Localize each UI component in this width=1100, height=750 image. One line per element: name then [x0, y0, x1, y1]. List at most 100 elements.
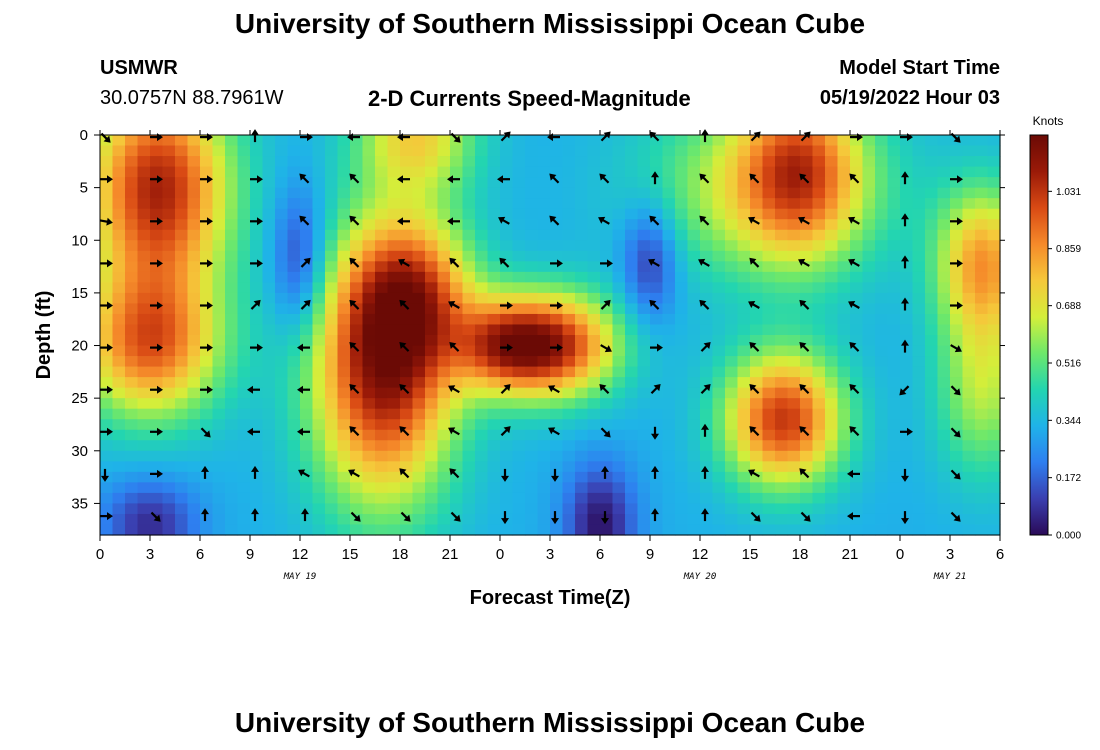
heatmap-cell: [237, 261, 251, 273]
heatmap-cell: [425, 271, 439, 283]
heatmap-cell: [787, 208, 801, 220]
heatmap-cell: [387, 419, 401, 431]
heatmap-cell: [237, 482, 251, 494]
heatmap-cell: [350, 166, 364, 178]
current-vector: [447, 175, 460, 184]
current-vector: [397, 217, 410, 226]
heatmap-cell: [687, 250, 701, 262]
heatmap-cell: [250, 156, 264, 168]
heatmap-cell: [962, 187, 976, 199]
heatmap-cell: [475, 292, 489, 305]
heatmap-cell: [350, 429, 364, 441]
current-vector: [500, 343, 513, 352]
heatmap-cell: [725, 135, 739, 147]
heatmap-cell: [212, 492, 226, 505]
heatmap-cell: [625, 271, 639, 283]
heatmap-cell: [562, 292, 576, 305]
heatmap-cell: [275, 219, 289, 231]
heatmap-cell: [112, 208, 126, 220]
heatmap-cell: [487, 229, 501, 241]
heatmap-cell: [287, 135, 301, 147]
heatmap-cell: [312, 145, 326, 157]
heatmap-cell: [500, 440, 514, 452]
heatmap-cell: [650, 461, 664, 473]
heatmap-cell: [437, 377, 451, 389]
heatmap-cell: [700, 313, 714, 326]
heatmap-cell: [962, 292, 976, 305]
heatmap-cell: [850, 471, 864, 483]
heatmap-cell: [712, 240, 726, 252]
heatmap-cell: [262, 135, 276, 147]
heatmap-cell: [700, 229, 714, 241]
heatmap-cell: [987, 461, 1001, 473]
heatmap-cell: [300, 166, 314, 178]
heatmap-cell: [150, 429, 164, 441]
heatmap-cell: [987, 187, 1001, 199]
heatmap-cell: [812, 398, 826, 410]
heatmap-cell: [937, 345, 951, 357]
heatmap-cell: [225, 335, 239, 347]
heatmap-cell: [450, 482, 464, 494]
heatmap-cell: [637, 461, 651, 473]
heatmap-cell: [837, 324, 851, 336]
heatmap-cell: [987, 303, 1001, 315]
heatmap-cell: [250, 513, 264, 526]
current-vector: [799, 468, 810, 479]
heatmap-cell: [500, 240, 514, 252]
heatmap-cell: [837, 450, 851, 462]
heatmap-cell: [775, 398, 789, 410]
heatmap-cell: [875, 313, 889, 326]
heatmap-cell: [687, 482, 701, 494]
station-coords: 30.0757N 88.7961W: [100, 87, 284, 109]
heatmap-cell: [475, 398, 489, 410]
heatmap-cell: [787, 145, 801, 157]
heatmap-cell: [762, 135, 776, 147]
heatmap-cell: [550, 261, 564, 273]
heatmap-cell: [875, 461, 889, 473]
heatmap-cell: [175, 229, 189, 241]
heatmap-cell: [675, 292, 689, 305]
heatmap-cell: [250, 271, 264, 283]
heatmap-cell: [137, 524, 151, 536]
heatmap-cell: [487, 313, 501, 326]
heatmap-cell: [700, 377, 714, 389]
heatmap-cell: [162, 208, 176, 220]
heatmap-cell: [362, 356, 376, 368]
heatmap-cell: [650, 313, 664, 326]
heatmap-cell: [212, 377, 226, 389]
heatmap-cell: [475, 440, 489, 452]
heatmap-cell: [762, 482, 776, 494]
heatmap-cell: [575, 187, 589, 199]
heatmap-cell: [637, 250, 651, 262]
heatmap-cell: [200, 377, 214, 389]
heatmap-cell: [825, 345, 839, 357]
heatmap-cell: [112, 356, 126, 368]
current-vector: [297, 427, 310, 436]
heatmap-cell: [800, 292, 814, 305]
heatmap-cell: [925, 219, 939, 231]
heatmap-cell: [862, 324, 876, 336]
x-tick-label: 0: [496, 546, 504, 563]
heatmap-cell: [850, 503, 864, 515]
heatmap-cell: [925, 461, 939, 473]
heatmap-cell: [662, 250, 676, 262]
heatmap-cell: [337, 482, 351, 494]
heatmap-cell: [150, 240, 164, 252]
heatmap-cell: [675, 429, 689, 441]
heatmap-cell: [400, 461, 414, 473]
heatmap-cell: [862, 440, 876, 452]
heatmap-cell: [925, 271, 939, 283]
heatmap-cell: [962, 482, 976, 494]
heatmap-cell: [500, 271, 514, 283]
heatmap-cell: [775, 440, 789, 452]
heatmap-cell: [537, 335, 551, 347]
heatmap-cell: [212, 387, 226, 399]
heatmap-cell: [737, 240, 751, 252]
heatmap-cell: [912, 492, 926, 505]
heatmap-cell: [262, 440, 276, 452]
heatmap-cell: [175, 303, 189, 315]
heatmap-cell: [312, 313, 326, 326]
heatmap-cell: [662, 313, 676, 326]
heatmap-cell: [587, 166, 601, 178]
heatmap-cell: [175, 292, 189, 305]
